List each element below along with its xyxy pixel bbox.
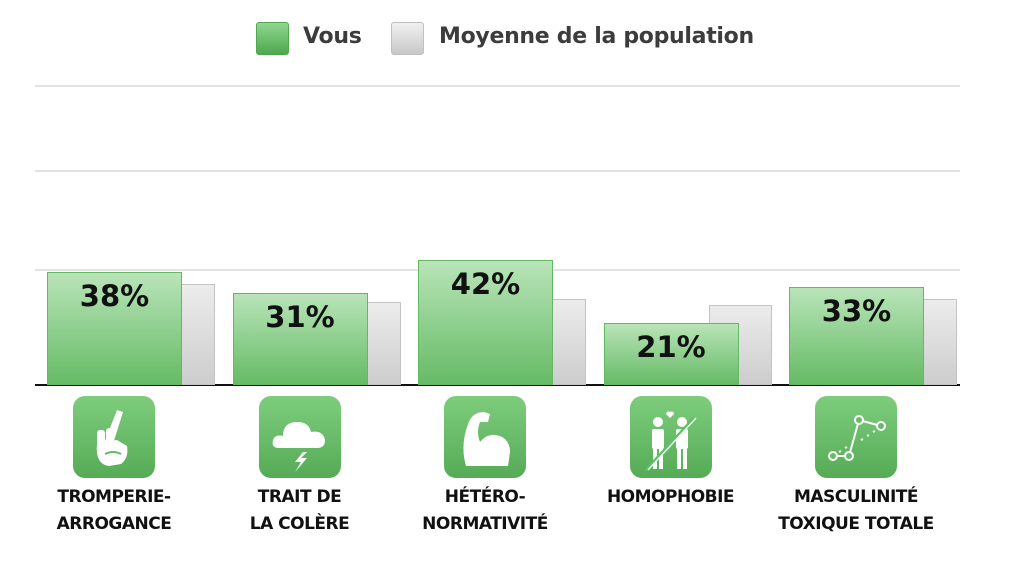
bar-you-trait-de-la-colere: 31% — [232, 292, 368, 385]
category-label-line: HOMOPHOBIE — [606, 487, 735, 507]
category-label-line: TRAIT DE — [257, 487, 342, 507]
data-label: 38% — [79, 279, 150, 314]
bar-you-hetero-normativite: 42% — [418, 260, 553, 385]
category-label-line: TOXIQUE TOTALE — [778, 514, 934, 534]
legend-label-average: Moyenne de la population — [439, 24, 754, 49]
category-label: MASCULINITÉ TOXIQUE TOTALE — [756, 484, 956, 538]
x-axis — [35, 384, 960, 386]
crossed-fingers-icon — [73, 396, 155, 478]
bar-you-tromperie-arrogance: 38% — [47, 272, 182, 385]
bar-you-masculinite-toxique-totale: 33% — [789, 286, 924, 385]
data-label: 21% — [636, 329, 706, 364]
flexed-arm-icon — [444, 396, 526, 478]
category-label: HÉTÉRO- NORMATIVITÉ — [385, 484, 585, 538]
data-label: 33% — [821, 293, 892, 328]
crossed-out-couple-icon — [629, 396, 712, 478]
legend-swatch-you — [256, 22, 289, 55]
data-label: 31% — [265, 299, 335, 334]
category-label-line: MASCULINITÉ — [793, 487, 919, 507]
category-label-line: NORMATIVITÉ — [422, 514, 548, 534]
bar-you-homophobie: 21% — [603, 322, 739, 385]
trend-line-icon — [815, 396, 897, 478]
gridline — [35, 85, 960, 87]
category-label: HOMOPHOBIE — [571, 484, 771, 511]
category-label-line: TROMPERIE- — [57, 487, 171, 507]
storm-cloud-icon — [258, 396, 341, 478]
legend-swatch-average — [391, 22, 424, 55]
category-label-line: HÉTÉRO- — [444, 487, 526, 507]
category-label: TROMPERIE- ARROGANCE — [14, 484, 214, 538]
category-label-line: ARROGANCE — [56, 514, 172, 534]
category-label: TRAIT DE LA COLÈRE — [200, 484, 400, 538]
category-label-line: LA COLÈRE — [249, 514, 350, 534]
gridline — [35, 170, 960, 172]
data-label: 42% — [450, 267, 521, 302]
legend-label-you: Vous — [303, 24, 362, 49]
